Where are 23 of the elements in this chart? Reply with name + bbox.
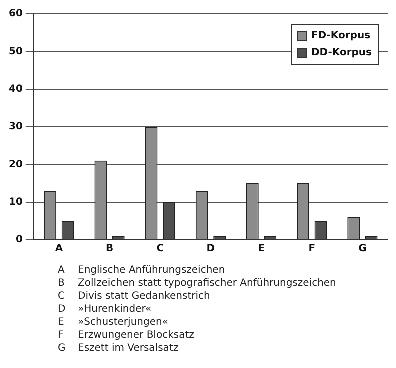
y-tick-label: 20 [8, 159, 23, 170]
x-tick-label: C [156, 244, 164, 255]
y-tick-label: 0 [16, 234, 23, 246]
text: E »Schusterjungen« [58, 317, 168, 328]
text: D »Hurenkinder« [58, 304, 152, 315]
legend-label: DD-Korpus [311, 48, 372, 59]
text: A Englische Anführungszeichen [58, 265, 226, 276]
text: G Eszett im Versalsatz [58, 343, 179, 354]
text: F Erzwungener Blocksatz [58, 330, 194, 341]
x-tick-label: B [106, 244, 114, 255]
y-tick-label: 50 [8, 46, 23, 58]
x-tick-label: E [258, 244, 266, 255]
y-tick-label: 10 [8, 196, 23, 208]
legend-label: FD-Korpus [311, 30, 371, 42]
y-tick-label: 60 [8, 8, 23, 20]
text: B Zollzeichen statt typografischer Anführungszeichen [58, 278, 336, 289]
x-tick-label: G [358, 244, 367, 255]
text: C Divis statt Gedankenstrich [58, 291, 210, 302]
y-tick-label: 40 [8, 84, 23, 95]
y-tick-label: 30 [8, 122, 23, 133]
x-tick-label: A [55, 244, 64, 255]
x-tick-label: D [206, 244, 216, 255]
x-tick-label: F [308, 244, 316, 255]
